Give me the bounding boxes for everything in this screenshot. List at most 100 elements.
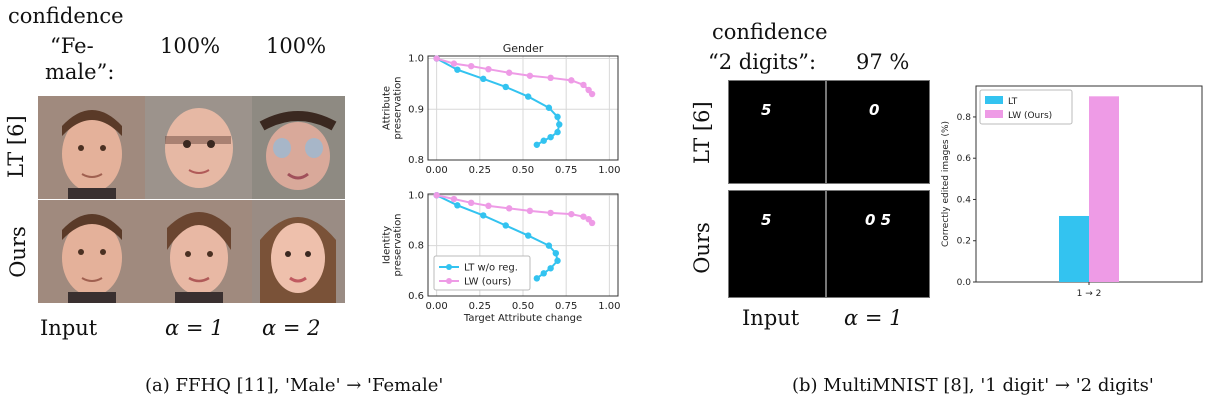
panel-a-conf-alpha1: 100%: [160, 34, 221, 58]
y-tick-label: 0.8: [408, 241, 424, 252]
panel-b-confidence-label: confidence: [712, 20, 828, 44]
data-point: [588, 90, 596, 98]
mnist-digit: 5: [761, 101, 772, 119]
panel-a-col-label-input: Input: [40, 316, 98, 340]
panel-a-col-label-alpha2: α = 2: [262, 316, 321, 340]
x-tick-label: 0.75: [555, 301, 577, 312]
data-point: [568, 77, 575, 84]
panel-a-class-label-1: “Fe-: [50, 34, 94, 58]
x-tick-label: 0.00: [426, 165, 448, 174]
data-point: [547, 74, 554, 82]
face-image-ours-input: [38, 200, 145, 303]
data-point: [554, 113, 561, 121]
data-point: [552, 249, 560, 257]
y-tick-label: 0.8: [957, 113, 972, 123]
legend-swatch: [985, 96, 1003, 104]
mnist-ours-edit: 0 5: [826, 190, 930, 298]
panel-b-conf-value: 97 %: [856, 50, 910, 74]
y-tick-label: 1.0: [408, 54, 424, 65]
y-axis-label-line: Attribute: [382, 86, 393, 130]
data-point: [433, 192, 440, 199]
y-tick-label: 0.9: [408, 104, 424, 115]
data-point: [433, 55, 440, 62]
data-point: [505, 205, 513, 212]
panel-b-class-label: “2 digits”:: [708, 50, 817, 74]
legend-marker: [446, 264, 452, 270]
face-image-ours-alpha1: [145, 200, 252, 303]
legend-label: LT w/o reg.: [464, 263, 518, 274]
data-point: [450, 60, 458, 67]
panel-a-class-label-2: male”:: [45, 60, 115, 84]
data-point: [467, 199, 475, 207]
y-axis-label: Attribute preservation: [382, 76, 404, 139]
series-line: [436, 194, 593, 224]
legend-marker: [446, 278, 452, 284]
data-point: [540, 270, 547, 277]
data-point: [524, 93, 532, 100]
data-point: [526, 207, 534, 215]
data-point: [480, 75, 487, 83]
panel-a-row-label-lt: LT [6]: [4, 115, 28, 178]
data-point: [485, 65, 492, 73]
y-axis-label: Correctly edited images (%): [941, 121, 951, 247]
series-line: [436, 57, 593, 95]
data-point: [502, 222, 509, 229]
data-point: [588, 219, 596, 227]
x-tick-label: 1.00: [598, 165, 620, 174]
data-point: [545, 242, 553, 249]
y-tick-label: 0.6: [957, 154, 972, 164]
data-point: [547, 133, 554, 141]
data-point: [547, 265, 554, 272]
x-tick-label: 0.50: [512, 165, 534, 174]
data-point: [547, 209, 554, 217]
data-point: [505, 69, 513, 76]
legend-label: LW (Ours): [1008, 111, 1052, 121]
data-point: [454, 202, 461, 209]
mnist-lt-edit: 0: [826, 80, 930, 184]
data-point: [524, 232, 532, 239]
data-point: [580, 213, 587, 220]
data-point: [485, 202, 492, 210]
gender-attribute-chart: 0.00 0.25 0.50 0.75 1.00 0.8 0.9 1.0 Gender Attri…: [382, 42, 621, 174]
data-point: [568, 210, 575, 218]
bar-lw: [1089, 96, 1119, 282]
panel-a-confidence-label: confidence: [8, 4, 124, 28]
mnist-lt-input: 5: [728, 80, 826, 184]
legend-swatch: [985, 110, 1003, 118]
data-point: [502, 83, 509, 91]
y-axis-label: Identity preservation: [382, 213, 404, 276]
legend-label: LW (ours): [464, 277, 511, 288]
y-tick-label: 1.0: [408, 190, 424, 201]
data-point: [533, 275, 541, 282]
data-point: [556, 121, 563, 128]
x-tick-label: 1.00: [598, 301, 620, 312]
panel-a-col-label-alpha1: α = 1: [165, 316, 224, 340]
y-axis-label-line: preservation: [393, 76, 404, 139]
data-point: [533, 141, 541, 148]
data-point: [454, 66, 461, 73]
gender-identity-chart: 0.00 0.25 0.50 0.75 1.00 0.6 0.8 1.0 Target Attr…: [382, 190, 621, 324]
bar-lt: [1059, 215, 1089, 282]
y-tick-label: 0.0: [957, 278, 972, 288]
x-tick-label: 0.00: [426, 301, 448, 312]
plot-frame: [427, 193, 619, 297]
legend-label: LT: [1008, 97, 1018, 107]
mnist-digit: 5: [761, 211, 772, 229]
mnist-digit: 0 5: [865, 211, 892, 229]
data-point: [467, 62, 475, 70]
data-point: [545, 104, 553, 111]
x-tick-label: 0.25: [469, 165, 491, 174]
y-axis-label-line: Identity: [382, 226, 393, 264]
panel-b-col-label-alpha1: α = 1: [844, 306, 903, 330]
mnist-digit: 0: [869, 101, 880, 119]
data-point: [480, 212, 487, 219]
chart-title: Gender: [503, 42, 544, 55]
correctly-edited-bar-chart: 0.0 0.2 0.4 0.6 0.8 1 → 2 Correctly edited ima…: [941, 85, 1203, 299]
panel-a-row-label-ours: Ours: [6, 226, 30, 278]
data-point: [540, 137, 547, 144]
data-point: [554, 257, 561, 264]
y-tick-label: 0.4: [957, 195, 972, 205]
panel-b-row-label-lt: LT [6]: [690, 101, 714, 164]
mnist-ours-input: 5: [728, 190, 826, 298]
data-point: [450, 195, 458, 203]
